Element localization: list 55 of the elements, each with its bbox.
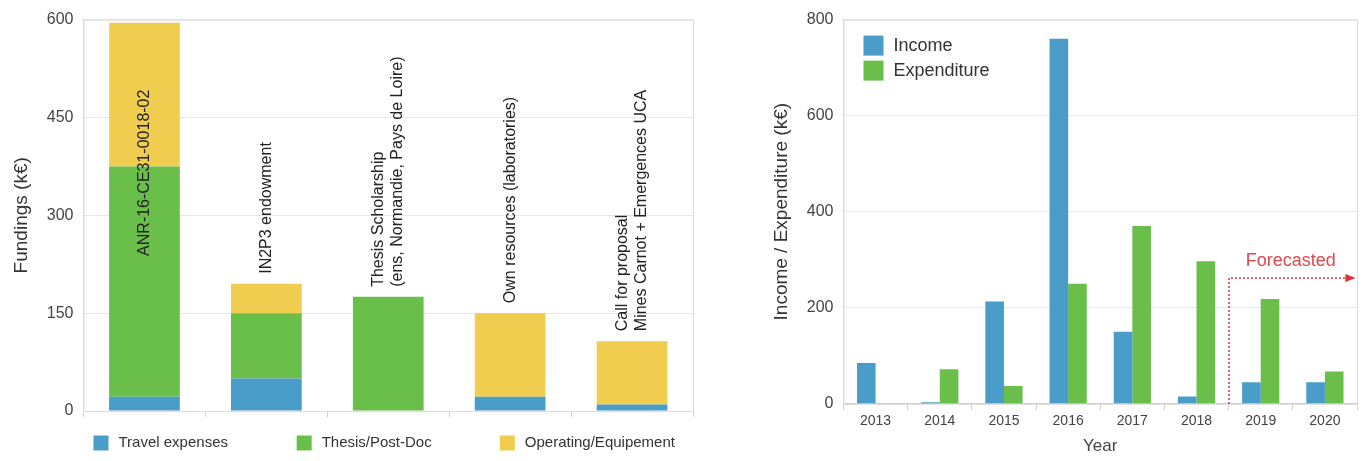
bar	[1113, 331, 1133, 404]
bar	[231, 313, 302, 379]
category-label: Own resources (laboratories)	[500, 96, 518, 304]
x-tick-label: 2016	[1052, 412, 1084, 429]
legend-label: Travel expenses	[118, 433, 228, 451]
bar	[596, 404, 668, 411]
bar	[1242, 382, 1261, 404]
y-tick-label: 800	[806, 10, 834, 28]
bar	[231, 378, 302, 411]
bar	[1260, 299, 1280, 404]
x-tick-label: 2018	[1180, 412, 1213, 429]
bar	[474, 313, 546, 397]
x-axis-title: Year	[1083, 436, 1118, 456]
category-label: ANR-16-CE31-0018-02	[134, 89, 152, 256]
y-tick-label: 200	[806, 298, 834, 316]
x-tick-label: 2015	[988, 412, 1020, 429]
bar	[1196, 261, 1216, 404]
bar	[474, 396, 546, 411]
bar	[1324, 371, 1344, 404]
bar	[352, 296, 424, 411]
bar	[1177, 396, 1197, 404]
legend-label: Expenditure	[893, 59, 990, 80]
legend-label: Operating/Equipement	[524, 433, 676, 451]
y-tick-label: 0	[824, 394, 834, 412]
bar	[1306, 382, 1325, 404]
x-tick-label: 2020	[1309, 412, 1341, 429]
bar	[231, 283, 302, 314]
category-label: IN2P3 endowment	[256, 142, 274, 274]
bar	[1003, 386, 1023, 404]
bar	[1068, 283, 1087, 404]
bar	[856, 362, 876, 404]
x-tick-label: 2019	[1245, 412, 1277, 429]
y-tick-label: 0	[64, 401, 74, 419]
category-label: Thesis Scholarship (ens, Normandie, Pays de Loire)	[369, 56, 406, 287]
bar	[1132, 226, 1151, 404]
y-axis-title: Income / Expenditure (k€)	[769, 102, 791, 321]
x-tick-label: 2017	[1116, 412, 1149, 429]
y-axis-title: Fundings (k€)	[9, 157, 31, 274]
bar	[985, 301, 1004, 404]
legend-label: Income	[893, 34, 953, 55]
bar	[596, 341, 668, 405]
y-tick-label: 300	[46, 205, 74, 223]
y-tick-label: 600	[46, 10, 74, 28]
x-tick-label: 2013	[860, 412, 892, 429]
bar	[109, 396, 180, 411]
legend-label: Thesis/Post-Doc	[321, 433, 433, 451]
x-tick-label: 2014	[924, 412, 956, 429]
y-tick-label: 150	[46, 303, 74, 321]
bar	[1049, 38, 1069, 404]
y-tick-label: 600	[806, 106, 834, 124]
bar	[939, 369, 959, 404]
y-tick-label: 400	[806, 202, 834, 220]
y-tick-label: 450	[46, 107, 74, 125]
category-label: Call for proposal Mines Carnot + Emergences UCA	[612, 89, 649, 332]
annotation: Forecasted	[1245, 249, 1336, 270]
